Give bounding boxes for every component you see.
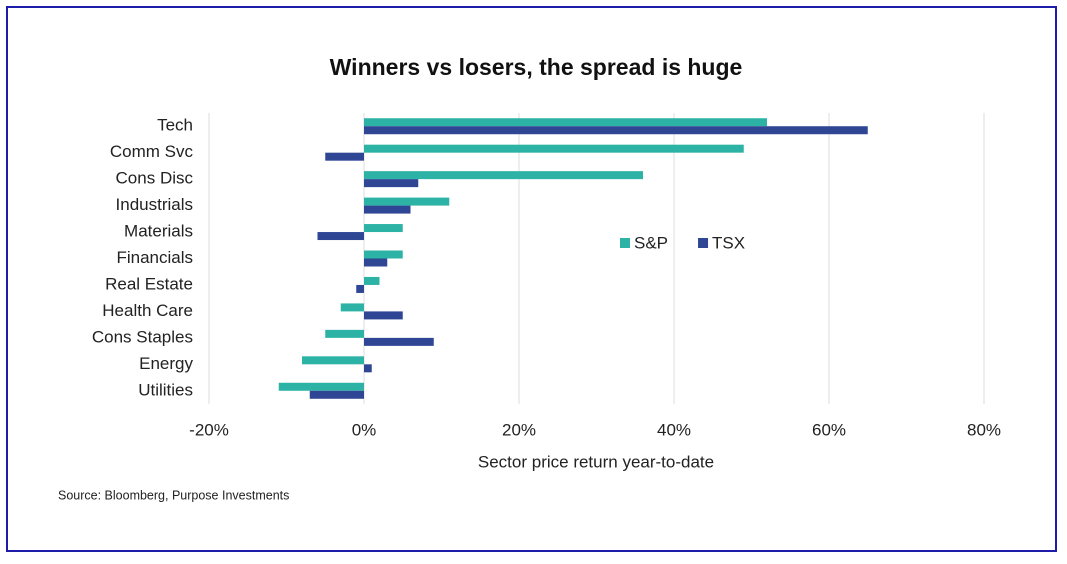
bar [364, 179, 419, 188]
bar [364, 126, 868, 135]
y-tick-label: Industrials [116, 195, 193, 214]
y-tick-label: Utilities [138, 380, 193, 399]
y-tick-label: Energy [139, 354, 193, 373]
bar [309, 390, 364, 399]
bar [364, 276, 380, 285]
legend-label: TSX [712, 233, 745, 252]
bar [317, 232, 364, 241]
x-axis-label: Sector price return year-to-date [478, 452, 714, 471]
y-tick-label: Health Care [102, 301, 193, 320]
source: Source: Bloomberg, Purpose Investments [58, 488, 289, 502]
y-tick-label: Cons Disc [116, 169, 194, 188]
bar [325, 329, 364, 338]
bar [364, 258, 388, 267]
x-tick-label: 80% [967, 420, 1001, 439]
legend-swatch [620, 238, 630, 248]
chart-title: Winners vs losers, the spread is huge [330, 54, 743, 80]
x-tick-label: 60% [812, 420, 846, 439]
bar [364, 311, 403, 320]
bar [364, 205, 411, 214]
x-tick-label: 40% [657, 420, 691, 439]
bar [364, 171, 643, 180]
bar [302, 356, 364, 365]
bar [364, 364, 372, 373]
bar [364, 224, 403, 233]
y-tick-label: Materials [124, 222, 193, 241]
y-tick-label: Cons Staples [92, 327, 193, 346]
bar [278, 382, 364, 391]
legend-label: S&P [634, 233, 668, 252]
bar [356, 284, 364, 293]
frame [6, 6, 1057, 552]
bar [364, 118, 767, 127]
legend-swatch [698, 238, 709, 248]
bar [364, 197, 450, 206]
x-tick-label: -20% [189, 420, 229, 439]
bar [364, 337, 434, 346]
bar [340, 303, 364, 312]
y-tick-label: Comm Svc [110, 142, 194, 161]
bar [364, 144, 744, 153]
y-tick-label: Real Estate [105, 274, 193, 293]
y-tick-label: Financials [116, 248, 193, 267]
bar [364, 250, 403, 259]
x-tick-label: 20% [502, 420, 536, 439]
x-tick-label: 0% [352, 420, 377, 439]
y-tick-label: Tech [157, 116, 193, 135]
bar [325, 152, 364, 161]
